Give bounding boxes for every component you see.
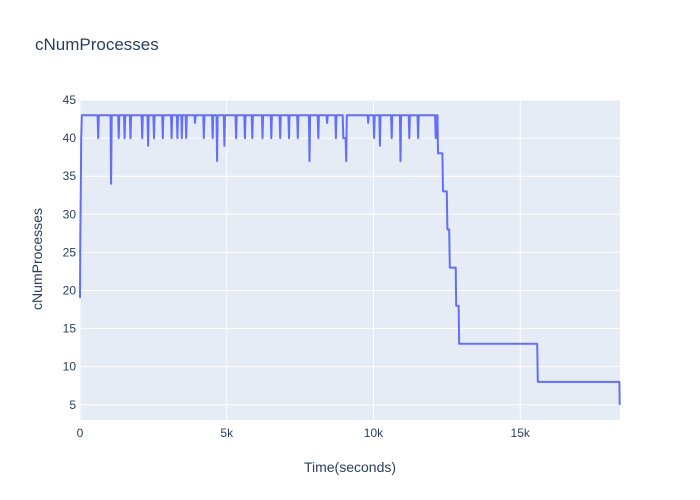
y-tick-label: 30 xyxy=(63,207,77,221)
y-tick-label: 45 xyxy=(63,93,77,107)
x-tick-label: 0 xyxy=(77,426,84,440)
y-tick-label: 25 xyxy=(63,245,77,259)
plot-area xyxy=(80,100,620,420)
x-axis-label: Time(seconds) xyxy=(304,459,396,475)
y-tick-label: 5 xyxy=(69,398,76,412)
y-tick-label: 20 xyxy=(63,283,77,297)
y-tick-label: 10 xyxy=(63,360,77,374)
y-axis-label: cNumProcesses xyxy=(29,208,45,310)
series-layer xyxy=(79,114,621,405)
chart-title: cNumProcesses xyxy=(35,35,159,54)
series-line xyxy=(79,114,621,405)
x-tick-label: 10k xyxy=(364,426,384,440)
x-tick-label: 5k xyxy=(220,426,234,440)
y-tick-label: 40 xyxy=(63,131,77,145)
x-tick-label: 15k xyxy=(511,426,531,440)
grid-lines xyxy=(79,99,620,420)
y-tick-label: 15 xyxy=(63,322,77,336)
y-tick-label: 35 xyxy=(63,169,77,183)
tick-labels: 0 5k 10k 15k 5 10 15 20 25 30 35 40 45 xyxy=(63,93,531,440)
